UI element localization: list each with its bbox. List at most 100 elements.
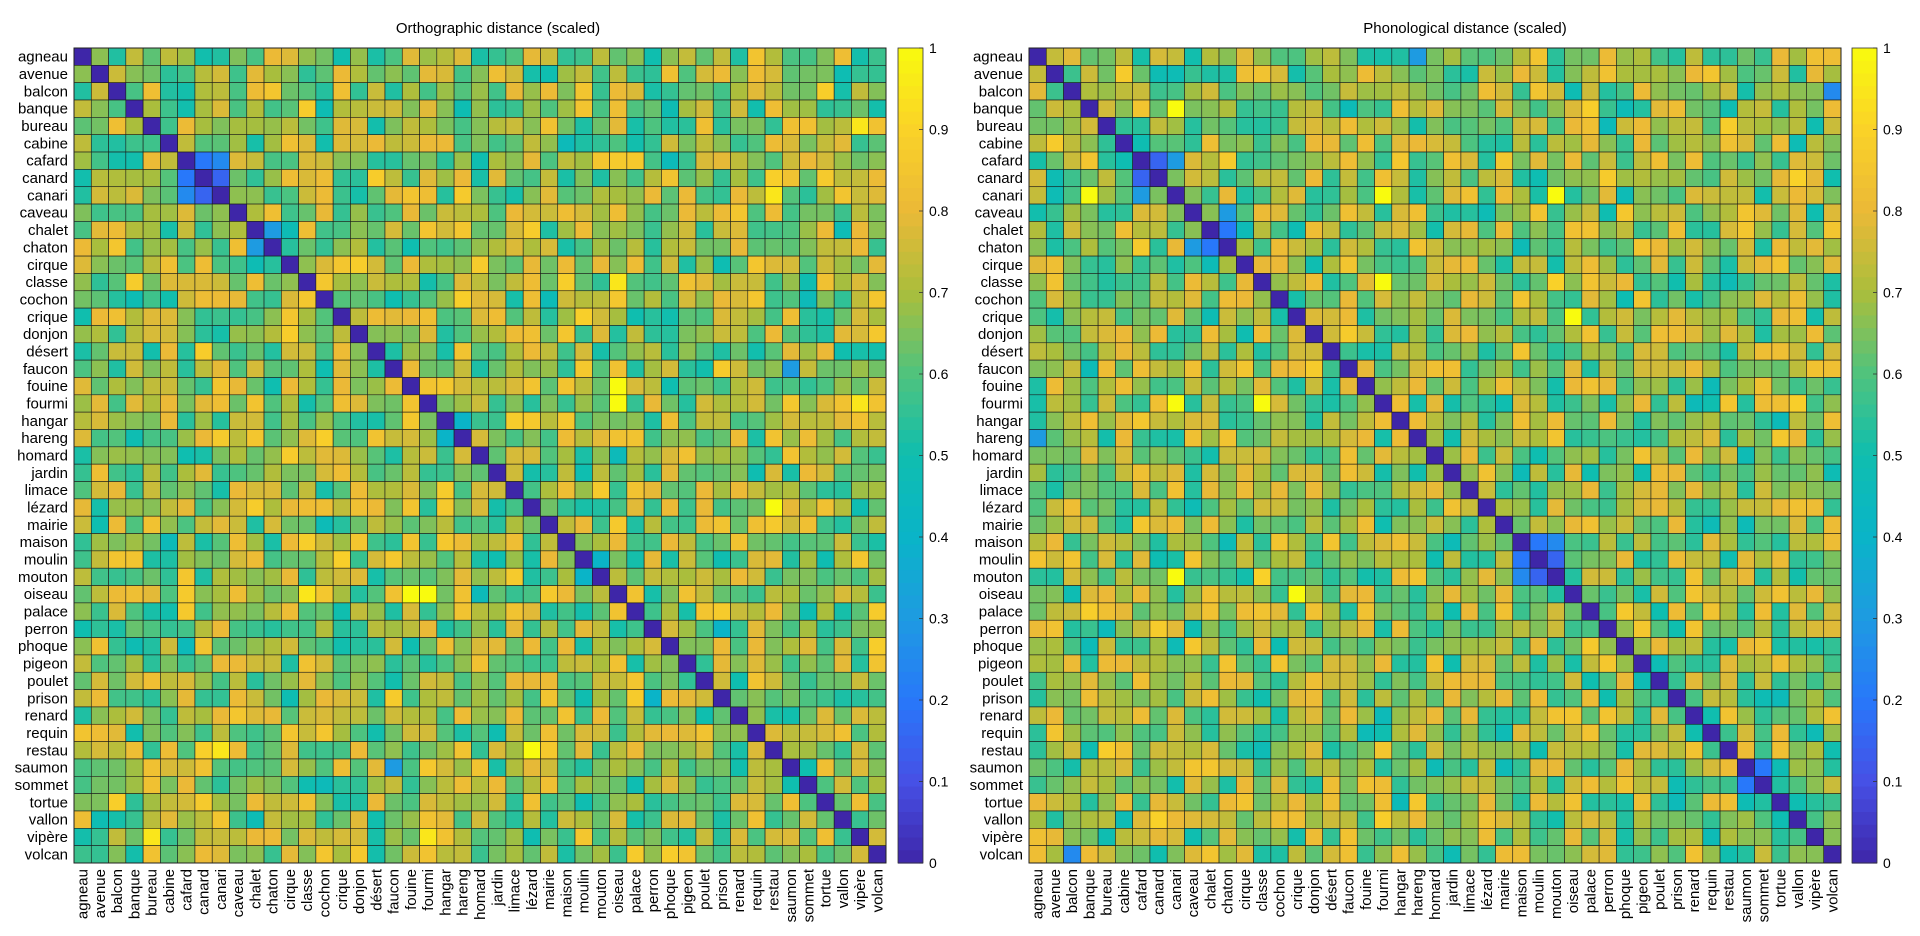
- heatmap-cell: [574, 325, 593, 344]
- heatmap-cell: [1719, 706, 1738, 725]
- heatmap-cell: [799, 654, 818, 673]
- heatmap-cell: [1408, 498, 1427, 517]
- heatmap-cell: [678, 741, 697, 760]
- heatmap-cell: [315, 689, 334, 708]
- heatmap-cell: [626, 134, 645, 153]
- heatmap-cell: [574, 741, 593, 760]
- heatmap-cell: [1374, 498, 1393, 517]
- heatmap-cell: [246, 550, 265, 569]
- heatmap-cell: [488, 65, 507, 83]
- heatmap-cell: [1166, 775, 1185, 794]
- heatmap-cell: [1581, 515, 1600, 534]
- heatmap-cell: [661, 377, 679, 396]
- colorbar-segment: [898, 353, 923, 367]
- heatmap-cell: [1650, 515, 1669, 534]
- heatmap-cell: [1788, 65, 1807, 83]
- heatmap-cell: [1356, 671, 1375, 690]
- heatmap-cell: [1184, 828, 1203, 846]
- heatmap-cell: [488, 394, 507, 413]
- heatmap-cell: [211, 99, 230, 118]
- heatmap-cell: [281, 550, 299, 569]
- row-label: palace: [979, 604, 1023, 621]
- heatmap-cell: [160, 810, 178, 829]
- heatmap-cell: [557, 498, 576, 517]
- heatmap-cell: [557, 637, 576, 656]
- heatmap-cell: [1063, 117, 1082, 136]
- colorbar-tick-label: 0.1: [1883, 774, 1903, 790]
- heatmap-cell: [643, 619, 662, 638]
- heatmap-cell: [643, 533, 662, 552]
- heatmap-cell: [1737, 637, 1755, 656]
- heatmap-cell: [73, 273, 92, 292]
- heatmap-cell: [1495, 793, 1514, 812]
- heatmap-cell: [108, 463, 127, 482]
- heatmap-cell: [1184, 411, 1203, 430]
- column-label: banque: [127, 869, 144, 919]
- row-label: vallon: [984, 812, 1023, 829]
- heatmap-cell: [730, 82, 749, 101]
- heatmap-cell: [626, 758, 645, 777]
- heatmap-cell: [747, 134, 766, 153]
- heatmap-cell: [1616, 671, 1634, 690]
- heatmap-cell: [747, 602, 766, 621]
- heatmap-cell: [471, 585, 489, 604]
- heatmap-cell: [1356, 151, 1375, 170]
- heatmap-cell: [315, 238, 334, 257]
- heatmap-cell: [1270, 377, 1289, 396]
- heatmap-cell: [1270, 758, 1289, 777]
- heatmap-cell: [1063, 186, 1082, 205]
- heatmap-cell: [868, 828, 887, 846]
- heatmap-cell: [574, 394, 593, 413]
- heatmap-cell: [1771, 515, 1790, 534]
- heatmap-cell: [1184, 550, 1203, 569]
- row-label: homard: [17, 448, 68, 465]
- heatmap-cell: [229, 203, 248, 222]
- heatmap-cell: [1771, 359, 1790, 378]
- heatmap-cell: [367, 463, 386, 482]
- heatmap-cell: [125, 325, 144, 344]
- heatmap-cell: [574, 793, 593, 812]
- heatmap-cell: [471, 498, 489, 517]
- heatmap-cell: [730, 290, 749, 309]
- heatmap-cell: [1529, 307, 1548, 326]
- heatmap-cell: [367, 758, 386, 777]
- heatmap-cell: [1028, 706, 1047, 725]
- heatmap-cell: [1788, 515, 1807, 534]
- heatmap-cell: [1685, 654, 1704, 673]
- heatmap-cell: [229, 567, 248, 586]
- heatmap-cell: [1581, 255, 1600, 274]
- heatmap-cell: [160, 169, 178, 188]
- heatmap-cell: [868, 758, 887, 777]
- heatmap-cell: [298, 169, 317, 188]
- heatmap-cell: [1322, 203, 1341, 222]
- heatmap-cell: [436, 255, 455, 274]
- heatmap-cell: [1132, 255, 1151, 274]
- heatmap-cell: [1132, 481, 1151, 500]
- heatmap-cell: [626, 481, 645, 500]
- heatmap-cell: [1737, 793, 1755, 812]
- row-label: sommet: [970, 777, 1024, 794]
- heatmap-cell: [851, 810, 870, 829]
- heatmap-cell: [488, 723, 507, 742]
- row-label: balcon: [979, 83, 1023, 100]
- heatmap-cell: [384, 411, 403, 430]
- heatmap-cell: [1460, 810, 1479, 829]
- heatmap-cell: [1547, 810, 1565, 829]
- heatmap-cell: [125, 342, 144, 361]
- heatmap-cell: [1408, 238, 1427, 257]
- heatmap-cell: [1650, 498, 1669, 517]
- heatmap-cell: [453, 255, 472, 274]
- heatmap-cell: [1702, 273, 1721, 292]
- heatmap-cell: [1460, 845, 1479, 864]
- heatmap-cell: [1391, 498, 1410, 517]
- row-label: phoque: [18, 638, 68, 655]
- heatmap-cell: [591, 602, 610, 621]
- heatmap-cell: [1754, 828, 1773, 846]
- heatmap-cell: [471, 463, 489, 482]
- heatmap-cell: [1097, 290, 1116, 309]
- heatmap-cell: [1184, 377, 1203, 396]
- colorbar-segment: [1852, 812, 1877, 826]
- heatmap-cell: [833, 429, 852, 448]
- heatmap-cell: [488, 637, 507, 656]
